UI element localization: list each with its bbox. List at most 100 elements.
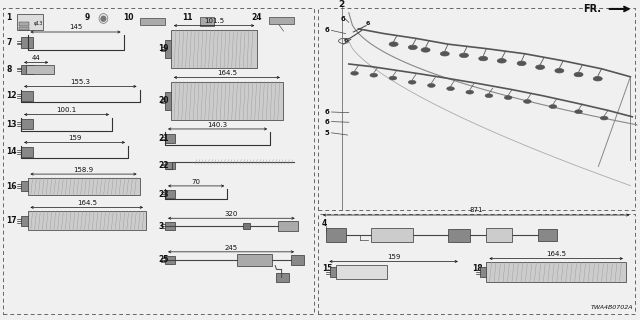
Circle shape <box>408 80 416 84</box>
Text: 6: 6 <box>343 37 348 43</box>
Text: 20: 20 <box>158 96 168 105</box>
Text: 7: 7 <box>6 38 12 47</box>
Text: 13: 13 <box>6 120 17 129</box>
Text: 871: 871 <box>469 207 483 213</box>
Bar <box>19 22 29 26</box>
Bar <box>26 65 54 74</box>
Text: 159: 159 <box>68 135 81 141</box>
Circle shape <box>428 84 435 87</box>
Bar <box>237 254 272 266</box>
Circle shape <box>600 116 608 120</box>
Bar <box>165 40 177 58</box>
Text: 2: 2 <box>338 0 344 9</box>
Text: 164.5: 164.5 <box>546 251 566 257</box>
Text: 14: 14 <box>6 148 17 156</box>
Text: 24: 24 <box>252 13 262 22</box>
Text: 8: 8 <box>6 65 12 74</box>
Text: ◉: ◉ <box>97 13 108 26</box>
Bar <box>291 255 304 265</box>
Bar <box>336 265 387 279</box>
Bar <box>165 162 175 169</box>
Bar <box>480 267 490 277</box>
Circle shape <box>370 73 378 77</box>
Bar <box>269 17 294 24</box>
Text: 17: 17 <box>6 216 17 225</box>
Text: 145: 145 <box>69 24 82 30</box>
Text: 44: 44 <box>32 55 40 61</box>
Text: 6: 6 <box>324 119 329 124</box>
Text: 21: 21 <box>158 134 168 143</box>
Text: 164.5: 164.5 <box>77 200 97 206</box>
Bar <box>21 91 33 101</box>
Text: 23: 23 <box>158 190 168 199</box>
Bar <box>200 17 214 26</box>
Circle shape <box>504 96 512 100</box>
Bar <box>326 228 346 242</box>
Circle shape <box>466 90 474 94</box>
Text: 155.3: 155.3 <box>70 79 90 85</box>
Text: 6: 6 <box>324 28 329 33</box>
Bar <box>19 27 29 30</box>
Text: 320: 320 <box>225 211 238 217</box>
Text: 101.5: 101.5 <box>204 18 224 24</box>
Circle shape <box>351 71 358 75</box>
Bar <box>371 228 413 242</box>
Circle shape <box>497 59 506 63</box>
Text: TWA4B0702A: TWA4B0702A <box>591 305 634 310</box>
Text: 158.9: 158.9 <box>74 167 93 173</box>
Bar <box>486 262 626 282</box>
Text: 11: 11 <box>182 13 193 22</box>
Text: φ13: φ13 <box>33 21 43 26</box>
Bar <box>448 229 470 242</box>
Bar <box>21 119 33 129</box>
Text: 3: 3 <box>158 222 163 231</box>
Circle shape <box>524 100 531 103</box>
Text: 12: 12 <box>6 92 17 100</box>
Text: 164.5: 164.5 <box>217 70 237 76</box>
Bar <box>28 211 146 230</box>
Text: 18: 18 <box>472 264 483 273</box>
Bar <box>171 82 283 120</box>
Bar <box>276 273 289 282</box>
Bar <box>165 190 175 198</box>
Bar <box>538 229 557 241</box>
Text: 10: 10 <box>123 13 133 22</box>
Bar <box>165 92 177 110</box>
Circle shape <box>389 76 397 80</box>
Bar <box>165 222 175 230</box>
Bar <box>243 223 250 229</box>
Circle shape <box>447 87 454 91</box>
Bar <box>165 256 175 264</box>
Circle shape <box>593 76 602 81</box>
Bar <box>28 178 140 195</box>
Bar <box>21 216 33 226</box>
Text: 70: 70 <box>191 179 201 185</box>
Bar <box>165 134 175 143</box>
Circle shape <box>574 72 583 77</box>
Text: 4: 4 <box>322 220 327 228</box>
Bar <box>278 221 298 231</box>
Text: 16: 16 <box>6 182 17 191</box>
Text: 22: 22 <box>158 161 168 170</box>
Bar <box>140 18 165 25</box>
Text: 5: 5 <box>324 130 329 136</box>
Text: 9: 9 <box>85 13 90 22</box>
Circle shape <box>389 42 398 46</box>
Circle shape <box>575 110 582 114</box>
Text: 1: 1 <box>6 13 12 22</box>
Bar <box>486 228 512 242</box>
Bar <box>21 37 33 48</box>
Circle shape <box>460 53 468 58</box>
Text: 6: 6 <box>324 109 329 115</box>
Text: 100.1: 100.1 <box>56 107 77 113</box>
Circle shape <box>408 45 417 50</box>
Bar <box>171 30 257 68</box>
Text: 6: 6 <box>366 20 371 26</box>
Circle shape <box>555 68 564 73</box>
Circle shape <box>421 48 430 52</box>
Circle shape <box>536 65 545 69</box>
Text: 6: 6 <box>340 16 345 22</box>
Text: FR.: FR. <box>584 4 602 14</box>
Bar <box>21 65 34 74</box>
Text: 19: 19 <box>158 44 168 53</box>
